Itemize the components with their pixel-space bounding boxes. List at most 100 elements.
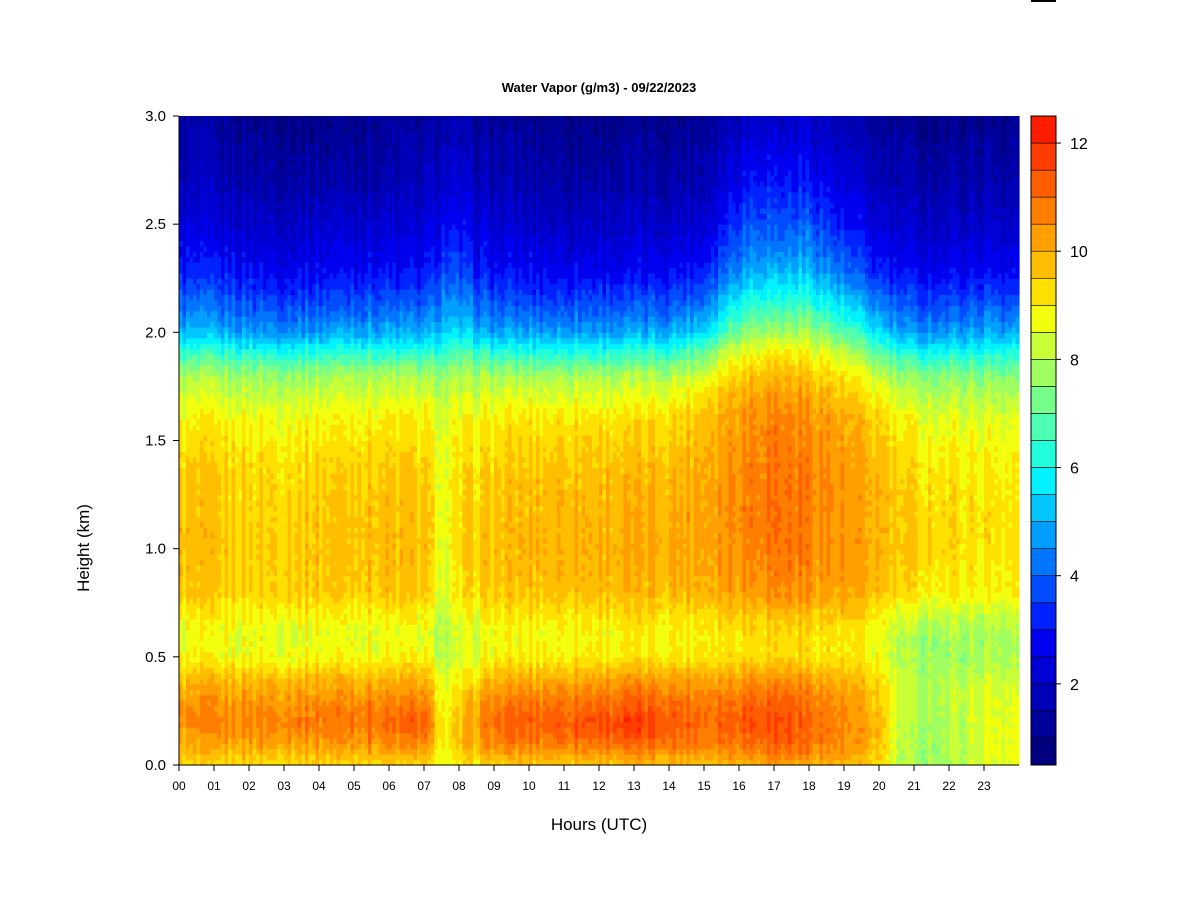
heatmap-cell <box>316 511 320 517</box>
heatmap-cell <box>309 592 313 598</box>
heatmap-cell <box>260 700 264 706</box>
heatmap-cell <box>260 138 264 144</box>
heatmap-cell <box>232 386 236 392</box>
heatmap-cell <box>193 430 197 436</box>
heatmap-cell <box>183 468 187 474</box>
heatmap-cell <box>253 121 257 127</box>
heatmap-cell <box>295 570 299 576</box>
heatmap-cell <box>284 213 288 219</box>
heatmap-cell <box>204 343 208 349</box>
heatmap-cell <box>256 646 260 652</box>
heatmap-cell <box>270 565 274 571</box>
heatmap-cell <box>211 451 215 457</box>
heatmap-cell <box>312 376 316 382</box>
heatmap-cell <box>183 203 187 209</box>
heatmap-cell <box>274 749 278 755</box>
heatmap-cell <box>218 230 222 236</box>
heatmap-cell <box>302 668 306 674</box>
heatmap-cell <box>197 132 201 138</box>
heatmap-cell <box>235 219 239 225</box>
heatmap-cell <box>214 278 218 284</box>
heatmap-cell <box>242 311 246 317</box>
heatmap-cell <box>183 641 187 647</box>
heatmap-cell <box>298 332 302 338</box>
heatmap-cell <box>253 727 257 733</box>
heatmap-cell <box>256 322 260 328</box>
heatmap-cell <box>218 532 222 538</box>
heatmap-cell <box>218 749 222 755</box>
heatmap-cell <box>319 597 323 603</box>
heatmap-cell <box>253 700 257 706</box>
heatmap-cell <box>179 311 183 317</box>
heatmap-cell <box>186 273 190 279</box>
heatmap-cell <box>319 624 323 630</box>
heatmap-cell <box>186 581 190 587</box>
heatmap-cell <box>249 505 253 511</box>
heatmap-cell <box>235 662 239 668</box>
heatmap-cell <box>309 246 313 252</box>
heatmap-cell <box>246 300 250 306</box>
heatmap-cell <box>218 500 222 506</box>
heatmap-cell <box>323 457 327 463</box>
heatmap-cell <box>260 484 264 490</box>
heatmap-cell <box>179 706 183 712</box>
heatmap-cell <box>197 386 201 392</box>
heatmap-cell <box>298 322 302 328</box>
heatmap-cell <box>197 289 201 295</box>
heatmap-cell <box>267 581 271 587</box>
heatmap-cell <box>183 294 187 300</box>
heatmap-cell <box>316 305 320 311</box>
heatmap-cell <box>274 284 278 290</box>
heatmap-cell <box>228 370 232 376</box>
heatmap-cell <box>207 635 211 641</box>
heatmap-cell <box>323 386 327 392</box>
heatmap-cell <box>284 597 288 603</box>
heatmap-cell <box>277 451 281 457</box>
heatmap-cell <box>193 706 197 712</box>
heatmap-cell <box>193 549 197 555</box>
heatmap-cell <box>305 538 309 544</box>
heatmap-cell <box>281 689 285 695</box>
heatmap-cell <box>190 581 194 587</box>
heatmap-cell <box>197 165 201 171</box>
heatmap-cell <box>270 127 274 133</box>
heatmap-cell <box>256 743 260 749</box>
heatmap-cell <box>256 722 260 728</box>
heatmap-cell <box>179 159 183 165</box>
heatmap-cell <box>267 230 271 236</box>
heatmap-cell <box>323 727 327 733</box>
heatmap-cell <box>263 413 267 419</box>
heatmap-cell <box>256 500 260 506</box>
heatmap-cell <box>270 154 274 160</box>
heatmap-cell <box>291 608 295 614</box>
heatmap-cell <box>249 213 253 219</box>
heatmap-cell <box>291 197 295 203</box>
heatmap-cell <box>190 614 194 620</box>
heatmap-cell <box>316 203 320 209</box>
heatmap-cell <box>225 668 229 674</box>
heatmap-cell <box>204 749 208 755</box>
heatmap-cell <box>253 305 257 311</box>
heatmap-cell <box>228 554 232 560</box>
heatmap-cell <box>312 262 316 268</box>
heatmap-cell <box>284 116 288 122</box>
heatmap-cell <box>256 224 260 230</box>
heatmap-cell <box>305 327 309 333</box>
heatmap-cell <box>305 132 309 138</box>
heatmap-cell <box>270 343 274 349</box>
heatmap-cell <box>225 473 229 479</box>
heatmap-cell <box>288 121 292 127</box>
heatmap-cell <box>239 668 243 674</box>
heatmap-cell <box>323 608 327 614</box>
heatmap-cell <box>274 441 278 447</box>
heatmap-cell <box>249 181 253 187</box>
heatmap-cell <box>312 251 316 257</box>
heatmap-cell <box>288 727 292 733</box>
heatmap-cell <box>277 662 281 668</box>
heatmap-cell <box>242 386 246 392</box>
heatmap-cell <box>183 311 187 317</box>
heatmap-cell <box>291 338 295 344</box>
heatmap-cell <box>242 349 246 355</box>
heatmap-cell <box>274 403 278 409</box>
heatmap-cell <box>204 208 208 214</box>
